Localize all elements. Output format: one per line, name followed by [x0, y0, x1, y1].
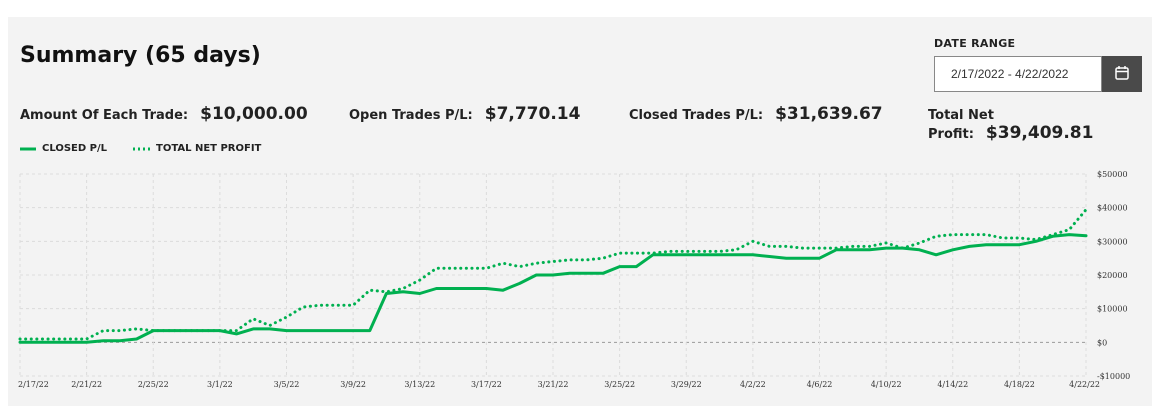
stat-value: $10,000.00 — [200, 104, 308, 124]
x-tick-label: 3/5/22 — [274, 380, 300, 389]
x-tick-label: 3/9/22 — [340, 380, 366, 389]
x-tick-label: 2/17/22 — [18, 380, 49, 389]
x-tick-label: 4/18/22 — [1004, 380, 1035, 389]
x-tick-label: 4/6/22 — [807, 380, 833, 389]
y-tick-label: $40000 — [1097, 204, 1128, 213]
x-tick-label: 2/21/22 — [71, 380, 102, 389]
y-tick-label: $10000 — [1097, 305, 1128, 314]
y-tick-label: -$10000 — [1097, 372, 1130, 381]
date-range-label: DATE RANGE — [934, 37, 1016, 50]
calendar-icon — [1115, 66, 1129, 80]
stat-label: Closed Trades P/L: — [629, 108, 764, 123]
x-tick-label: 4/2/22 — [740, 380, 766, 389]
legend-label: CLOSED P/L — [42, 143, 108, 154]
x-tick-label: 3/21/22 — [538, 380, 569, 389]
calendar-button[interactable] — [1102, 56, 1142, 92]
stat-value: $7,770.14 — [484, 104, 581, 124]
x-tick-label: 2/25/22 — [138, 380, 169, 389]
stat-value: $39,409.81 — [985, 123, 1094, 143]
pl-line-chart: -$10000 $0 $10000 $20000 $30000 $40000 $50000 2… — [18, 170, 1130, 389]
x-tick-label: 3/1/22 — [207, 380, 233, 389]
stat-value: $31,639.67 — [775, 104, 883, 124]
date-range-value: 2/17/2022 - 4/22/2022 — [951, 67, 1069, 81]
y-tick-label: $0 — [1097, 338, 1107, 347]
x-tick-label: 3/29/22 — [671, 380, 702, 389]
stat-label: Amount Of Each Trade: — [20, 108, 189, 123]
x-tick-label: 4/10/22 — [871, 380, 902, 389]
series-layer — [18, 208, 1088, 344]
y-tick-label: $50000 — [1097, 170, 1128, 179]
x-tick-label: 3/17/22 — [471, 380, 502, 389]
legend-item-closed-pl[interactable]: CLOSED P/L — [20, 143, 107, 154]
y-tick-label: $20000 — [1097, 271, 1128, 280]
dotted-line-icon — [133, 147, 150, 151]
y-tick-label: $30000 — [1097, 237, 1128, 246]
stat-closed-trades-pl: Closed Trades P/L: $31,639.67 — [629, 104, 883, 124]
solid-line-icon — [20, 147, 36, 151]
x-tick-label: 4/22/22 — [1069, 380, 1100, 389]
legend-item-total-net-profit[interactable]: TOTAL NET PROFIT — [132, 143, 261, 154]
stat-label: Total Net Profit: — [928, 108, 994, 142]
stat-total-net-profit: Total Net Profit: $39,409.81 — [928, 104, 1152, 143]
stat-label: Open Trades P/L: — [349, 108, 473, 123]
x-tick-label: 3/25/22 — [604, 380, 635, 389]
page-title: Summary (65 days) — [20, 43, 261, 68]
date-range-input[interactable]: 2/17/2022 - 4/22/2022 — [934, 56, 1102, 92]
axes: -$10000 $0 $10000 $20000 $30000 $40000 $50000 2… — [18, 170, 1130, 389]
legend-label: TOTAL NET PROFIT — [156, 143, 262, 154]
x-tick-label: 3/13/22 — [404, 380, 435, 389]
stat-open-trades-pl: Open Trades P/L: $7,770.14 — [349, 104, 580, 124]
x-tick-label: 4/14/22 — [937, 380, 968, 389]
total-net-profit-line — [18, 208, 1088, 341]
stat-amount-each-trade: Amount Of Each Trade: $10,000.00 — [20, 104, 308, 124]
